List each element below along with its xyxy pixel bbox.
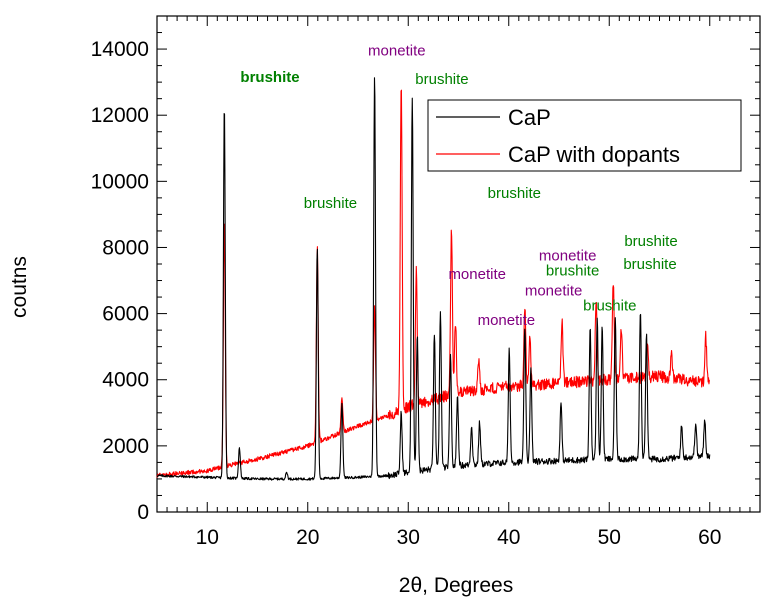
y-tick-label: 12000 [91,104,149,127]
y-axis-title: coutns [8,256,31,318]
x-tick-label: 20 [296,526,319,549]
peak-annotations: brushitemonetitebrushitebrushitebrushite… [240,43,677,329]
x-tick-label: 50 [598,526,621,549]
brushite-annotation: brushite [583,297,636,314]
y-tick-label: 6000 [102,303,149,326]
y-tick-label: 0 [137,501,149,524]
brushite-annotation: brushite [304,195,357,212]
monetite-annotation: monetite [539,248,597,265]
x-tick-label: 60 [698,526,721,549]
x-tick-label: 30 [397,526,420,549]
brushite-annotation: brushite [623,256,676,273]
y-tick-label: 14000 [91,38,149,61]
brushite-annotation: brushite [546,263,599,280]
brushite-annotation: brushite [415,71,468,88]
x-tick-label: 40 [497,526,520,549]
x-axis-title: 2θ, Degrees [399,574,513,597]
brushite-annotation: brushite [488,185,541,202]
legend-label-cap-dopants: CaP with dopants [508,142,680,167]
x-tick-label: 10 [196,526,219,549]
data-series [156,77,711,481]
monetite-annotation: monetite [448,266,506,283]
brushite-annotation: brushite [624,233,677,250]
legend: CaP CaP with dopants [427,99,742,172]
monetite-annotation: monetite [478,312,536,329]
y-tick-label: 10000 [91,170,149,193]
monetite-annotation: monetite [525,282,583,299]
legend-label-cap: CaP [508,105,551,130]
brushite-annotation: brushite [240,69,299,86]
y-tick-label: 4000 [102,369,149,392]
y-tick-label: 8000 [102,236,149,259]
monetite-annotation: monetite [368,43,426,60]
axis-ticks: 10 20 30 40 50 60 0 2000 4000 6000 8000 10000 12000 1… [91,15,761,549]
series-line-cap [156,77,711,481]
y-tick-label: 2000 [102,435,149,458]
legend-box [427,99,742,172]
